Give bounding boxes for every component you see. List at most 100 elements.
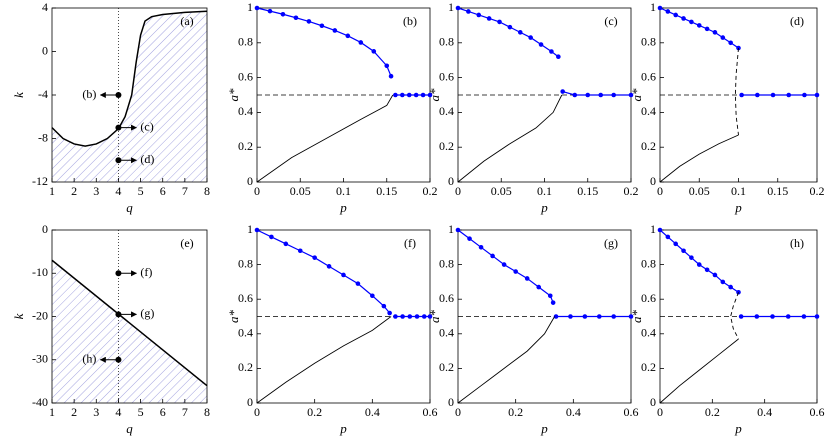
marker (455, 5, 461, 11)
x-axis-label: p (339, 200, 347, 215)
marker (582, 314, 588, 319)
marker (400, 92, 405, 98)
y-tick-label: 0.8 (439, 35, 454, 49)
x-tick-label: 0.6 (624, 405, 639, 419)
x-tick-label: 0.1 (731, 184, 746, 198)
series-line (659, 7, 739, 49)
series-line (457, 94, 563, 183)
y-tick-label: 0.4 (238, 326, 253, 340)
marker (345, 33, 351, 39)
panel-label: (f) (404, 236, 416, 250)
x-tick-label: 0 (254, 405, 260, 419)
marker (728, 284, 733, 290)
x-axis-label: p (540, 421, 548, 436)
marker (407, 314, 413, 319)
marker (476, 12, 482, 18)
marker (414, 314, 420, 319)
y-tick-label: 0.8 (641, 256, 656, 270)
point-label: (g) (140, 306, 154, 320)
y-tick-label: 0 (650, 174, 656, 188)
panel-label: (c) (604, 14, 617, 28)
series-line (730, 292, 739, 340)
marker (739, 92, 744, 98)
marker (455, 227, 461, 233)
marker (755, 92, 760, 98)
y-tick-label: 0 (650, 395, 656, 409)
x-tick-label: 0.6 (810, 405, 825, 419)
x-tick-label: 0 (254, 184, 260, 198)
marker (665, 234, 671, 240)
x-tick-label: 5 (138, 405, 144, 419)
marker (332, 28, 338, 33)
y-tick-label: 0.4 (641, 326, 656, 340)
marker (598, 92, 604, 98)
y-tick-label: 0.4 (439, 104, 454, 118)
x-axis-label: p (734, 421, 742, 436)
marker (704, 267, 710, 273)
marker (507, 24, 513, 30)
x-tick-label: 8 (204, 405, 210, 419)
y-tick-label: -10 (32, 265, 48, 279)
x-tick-label: 2 (71, 405, 77, 419)
marker (611, 92, 616, 98)
marker (388, 73, 394, 79)
marker (355, 281, 361, 286)
marker (478, 245, 484, 250)
y-tick-label: 0 (42, 43, 48, 57)
marker (501, 262, 507, 267)
marker (393, 92, 398, 98)
marker (283, 241, 289, 247)
y-tick-label: 0.2 (439, 139, 454, 153)
x-tick-label: 0 (657, 405, 663, 419)
point (115, 270, 122, 277)
series-line (659, 229, 739, 293)
x-tick-label: 0 (455, 184, 461, 198)
marker (497, 19, 502, 25)
point-label: (c) (140, 119, 153, 133)
marker (628, 92, 634, 98)
marker (801, 314, 807, 319)
marker (427, 92, 433, 98)
marker (400, 314, 405, 319)
marker (524, 276, 530, 281)
marker (770, 92, 776, 98)
marker (427, 314, 433, 319)
y-tick-label: 0.8 (641, 35, 656, 49)
marker (786, 92, 792, 98)
marker (370, 293, 375, 299)
marker (814, 92, 820, 98)
y-tick-label: 0.6 (641, 291, 656, 305)
marker (611, 314, 616, 319)
panel-label: (b) (403, 14, 417, 28)
y-tick-label: 1 (448, 222, 454, 236)
series-line (457, 7, 559, 58)
x-tick-label: 0.2 (423, 184, 438, 198)
x-tick-label: 0.2 (705, 405, 720, 419)
marker (467, 236, 472, 241)
marker (657, 227, 663, 233)
point (115, 311, 122, 318)
y-tick-label: 0.4 (439, 326, 454, 340)
x-tick-label: 0.05 (491, 184, 512, 198)
y-tick-label: 1 (448, 0, 454, 14)
y-tick-label: 0 (42, 222, 48, 236)
marker (681, 248, 686, 254)
marker (547, 293, 553, 299)
series-line (734, 47, 739, 136)
x-axis-label: p (540, 200, 548, 215)
marker (785, 314, 791, 319)
point (115, 92, 122, 98)
marker (517, 30, 523, 35)
marker (738, 314, 744, 319)
y-tick-label: -30 (32, 352, 48, 366)
panel-label: (d) (790, 14, 804, 28)
point-label: (h) (82, 352, 96, 366)
marker (341, 272, 346, 278)
marker (568, 314, 573, 319)
x-tick-label: 0.2 (624, 184, 639, 198)
y-tick-label: 0.4 (641, 104, 656, 118)
x-tick-label: 0.15 (767, 184, 788, 198)
marker (280, 11, 286, 17)
x-tick-label: 0 (455, 405, 461, 419)
x-tick-label: 3 (93, 184, 99, 198)
